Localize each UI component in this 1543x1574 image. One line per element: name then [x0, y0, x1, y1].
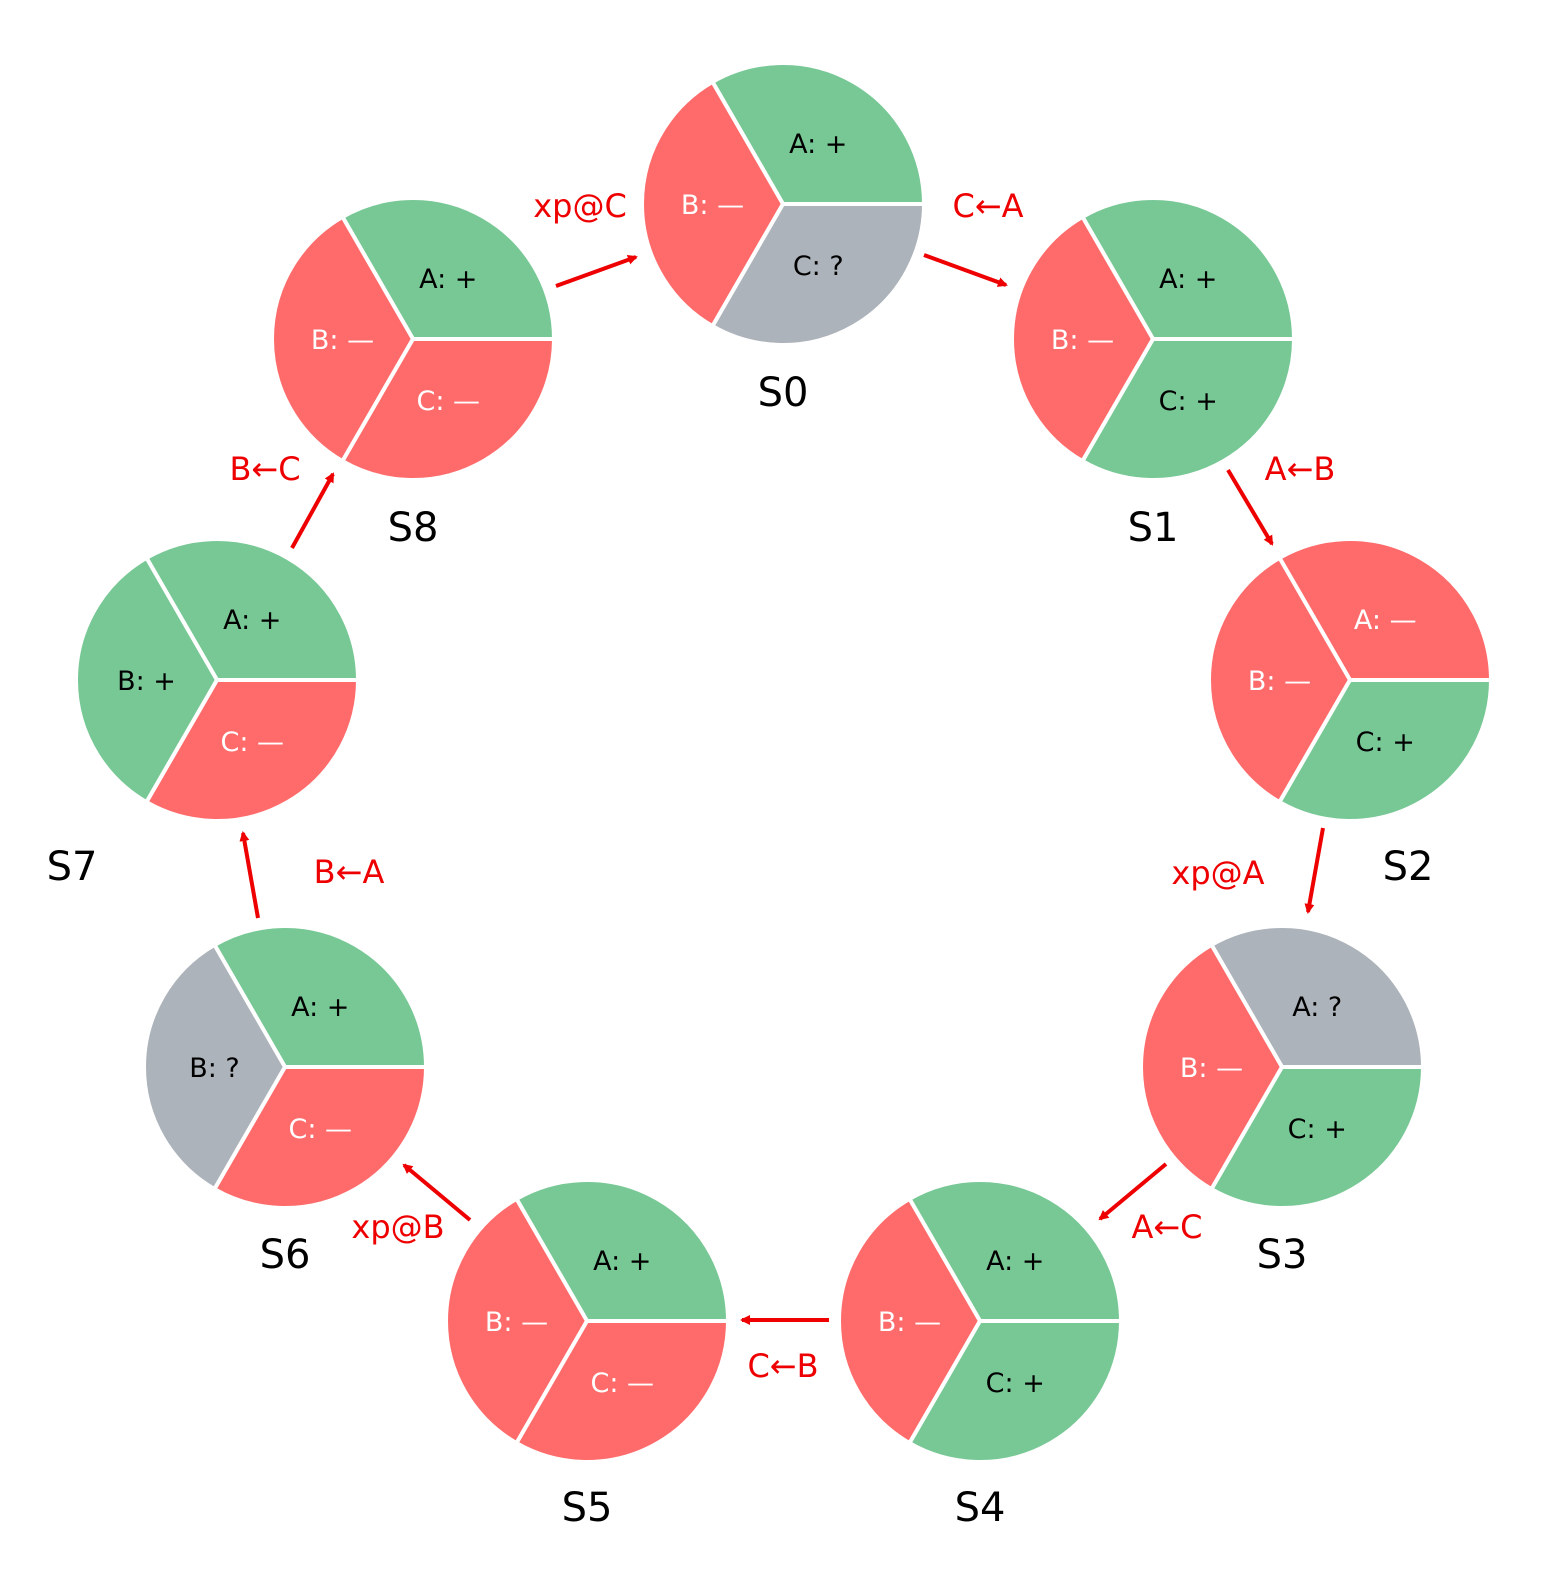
sector-label-a: A: +: [789, 129, 847, 160]
pie-sector-c: [1277, 678, 1493, 823]
pie-sector-a: [907, 1178, 1123, 1323]
state-label: S3: [1257, 1232, 1308, 1278]
pie-sector-a: [144, 537, 360, 682]
pie-sector-c: [144, 678, 360, 823]
transition-label: C←A: [952, 187, 1023, 225]
sector-label-c: C: —: [416, 386, 480, 417]
transition-s2-s3: xp@A: [1171, 827, 1325, 914]
transition-label: A←C: [1131, 1208, 1202, 1246]
state-label: S1: [1128, 505, 1179, 551]
pie-sector-c: [1080, 337, 1296, 482]
sector-label-c: C: +: [1356, 727, 1415, 758]
sector-label-a: A: +: [593, 1246, 651, 1277]
transition-label: xp@B: [351, 1208, 444, 1246]
transition-label: xp@A: [1171, 854, 1264, 892]
sector-label-c: C: +: [986, 1368, 1045, 1399]
sector-label-b: B: —: [485, 1307, 548, 1338]
pie-sector-a: [710, 61, 926, 206]
pie-sector-c: [340, 337, 556, 482]
sector-label-a: A: +: [986, 1246, 1044, 1277]
state-pie-s4: A: + B: — C: + S4: [837, 1178, 1123, 1531]
sector-label-a: A: +: [223, 605, 281, 636]
sector-label-a: A: +: [291, 992, 349, 1023]
pie-sector-b: [640, 79, 785, 329]
transition-arrow: [555, 255, 638, 288]
sector-label-b: B: —: [681, 190, 744, 221]
sector-label-c: C: —: [220, 727, 284, 758]
transition-label: B←A: [314, 853, 385, 891]
transition-arrow: [239, 831, 260, 919]
transition-s7-s8: B←C: [229, 450, 335, 549]
sector-label-b: B: +: [117, 666, 176, 697]
sector-label-b: B: —: [1051, 325, 1114, 356]
sector-label-b: B: ?: [189, 1053, 240, 1084]
transition-s0-s1: C←A: [923, 187, 1024, 287]
transition-label: A←B: [1265, 450, 1336, 488]
sector-label-b: B: —: [1180, 1053, 1243, 1084]
transition-arrow: [923, 253, 1008, 287]
pie-sector-a: [212, 924, 428, 1069]
state-pie-s3: A: ? B: — C: + S3: [1139, 924, 1425, 1278]
pie-sector-c: [212, 1065, 428, 1210]
state-label: S8: [388, 505, 439, 551]
transition-arrow: [1098, 1162, 1168, 1221]
sector-label-c: C: +: [1159, 386, 1218, 417]
state-pie-s5: A: + B: — C: — S5: [444, 1178, 730, 1531]
pie-sector-c: [710, 202, 926, 347]
transition-arrow: [402, 1163, 472, 1222]
pie-sector-c: [514, 1319, 730, 1464]
pie-sector-b: [1207, 555, 1352, 805]
state-pie-s7: A: + B: + C: — S7: [47, 537, 360, 890]
pie-sector-a: [1080, 196, 1296, 341]
sector-label-a: A: —: [1354, 605, 1417, 636]
pie-sector-c: [1209, 1065, 1425, 1210]
state-pie-s6: A: + B: ? C: — S6: [142, 924, 428, 1278]
transition-label: xp@C: [533, 187, 627, 225]
state-label: S0: [758, 370, 809, 416]
sector-label-c: C: +: [1288, 1114, 1347, 1145]
state-label: S6: [260, 1232, 311, 1278]
sector-label-b: B: —: [1248, 666, 1311, 697]
transition-s3-s4: A←C: [1098, 1162, 1203, 1246]
pie-sector-a: [514, 1178, 730, 1323]
state-label: S7: [47, 844, 98, 890]
sector-label-b: B: —: [311, 325, 374, 356]
sector-label-c: C: —: [288, 1114, 352, 1145]
sector-label-b: B: —: [878, 1307, 941, 1338]
pie-sector-a: [1209, 924, 1425, 1069]
state-pie-s2: A: — B: — C: + S2: [1207, 537, 1493, 890]
transition-label: B←C: [229, 450, 300, 488]
transition-arrow: [1304, 827, 1325, 914]
transition-arrow: [290, 472, 335, 549]
transition-s5-s6: xp@B: [351, 1163, 472, 1246]
state-pie-s8: A: + B: — C: — S8: [270, 196, 556, 551]
transition-arrow: [1226, 468, 1274, 546]
transition-s1-s2: A←B: [1226, 450, 1336, 546]
transition-s4-s5: C←B: [740, 1315, 829, 1385]
pie-sector-a: [340, 196, 556, 341]
pie-sector-b: [1139, 942, 1284, 1192]
sector-label-c: C: —: [590, 1368, 654, 1399]
state-label: S2: [1383, 844, 1434, 890]
state-pie-s1: A: + B: — C: + S1: [1010, 196, 1296, 551]
sector-label-c: C: ?: [793, 251, 844, 282]
transition-s6-s7: B←A: [239, 831, 385, 919]
pie-sector-a: [1277, 537, 1493, 682]
sector-label-a: A: ?: [1292, 992, 1342, 1023]
pie-sector-c: [907, 1319, 1123, 1464]
state-pie-s0: A: + B: — C: ? S0: [640, 61, 926, 416]
sector-label-a: A: +: [1159, 264, 1217, 295]
transition-s8-s0: xp@C: [533, 187, 638, 288]
state-label: S4: [955, 1485, 1006, 1531]
sector-label-a: A: +: [419, 264, 477, 295]
transition-label: C←B: [747, 1347, 818, 1385]
state-label: S5: [562, 1485, 613, 1531]
